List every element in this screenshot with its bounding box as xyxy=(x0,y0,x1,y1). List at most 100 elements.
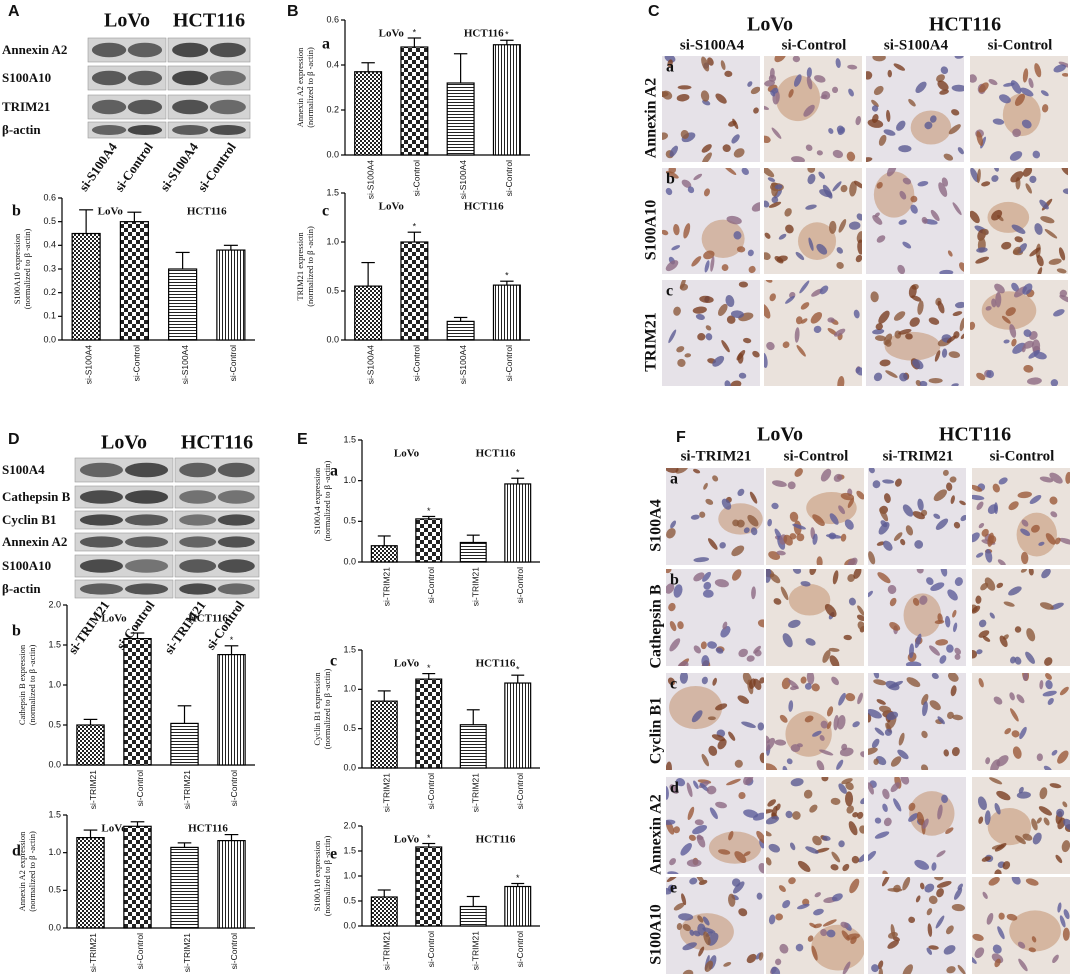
micrograph: b xyxy=(662,168,760,274)
cell xyxy=(812,730,822,737)
cell xyxy=(796,743,803,748)
bar xyxy=(71,232,101,341)
cell xyxy=(1057,817,1066,830)
cell xyxy=(960,514,966,522)
bar xyxy=(504,885,532,927)
cell xyxy=(697,915,704,923)
cell xyxy=(738,791,746,800)
cell xyxy=(872,480,881,489)
sub-letter: c xyxy=(330,653,337,670)
row-label: S100A10 xyxy=(648,904,665,964)
cell xyxy=(701,56,710,72)
bar xyxy=(123,825,152,929)
bar xyxy=(168,268,198,341)
cell xyxy=(937,300,945,314)
cell xyxy=(980,582,989,591)
cell xyxy=(826,706,834,717)
cell xyxy=(764,105,770,111)
cell xyxy=(835,58,841,69)
cell xyxy=(909,643,915,659)
micrograph-bg xyxy=(662,56,760,162)
cell xyxy=(988,535,997,544)
y-tick-label: 1.0 xyxy=(326,236,339,246)
bar xyxy=(217,653,246,766)
cell xyxy=(1014,236,1023,243)
cell xyxy=(929,115,937,123)
cell xyxy=(929,700,941,711)
bar xyxy=(217,840,246,929)
cell xyxy=(941,794,948,804)
cell xyxy=(915,895,921,903)
cell xyxy=(805,204,817,210)
blot-band xyxy=(127,70,163,86)
cell xyxy=(775,803,781,811)
cell xyxy=(795,943,804,952)
cell xyxy=(982,228,989,236)
cell xyxy=(924,883,935,893)
cell xyxy=(771,127,782,139)
large-cell xyxy=(1009,910,1061,952)
x-tick-label: si-Control xyxy=(135,770,145,806)
cell xyxy=(838,692,846,706)
micrograph-bg xyxy=(764,280,862,386)
cell xyxy=(893,884,901,893)
cell xyxy=(898,328,912,335)
cell xyxy=(975,552,984,558)
cell xyxy=(900,538,906,546)
cell xyxy=(703,250,715,260)
cell xyxy=(1008,501,1019,511)
cell xyxy=(795,251,805,261)
lane-label: si-Control xyxy=(203,598,248,653)
cell xyxy=(893,798,902,812)
y-axis-label: (normalized to β -actin) xyxy=(27,831,37,912)
cell xyxy=(693,645,702,654)
cell xyxy=(790,156,805,162)
cell xyxy=(756,830,764,844)
cell xyxy=(743,851,751,857)
cell xyxy=(1049,496,1058,505)
y-tick-label: 1.0 xyxy=(343,684,356,694)
cell xyxy=(668,329,677,344)
group-label: LoVo xyxy=(394,834,420,846)
cell xyxy=(857,239,862,255)
blot-band xyxy=(179,583,217,595)
cell xyxy=(743,809,759,818)
cell xyxy=(693,557,710,563)
group-label: HCT116 xyxy=(476,834,516,846)
large-cell xyxy=(884,331,941,361)
cell xyxy=(947,673,959,682)
cell xyxy=(693,572,705,582)
cell xyxy=(885,370,898,378)
cell xyxy=(765,280,773,283)
cell xyxy=(667,677,676,686)
cell xyxy=(882,788,890,800)
cell xyxy=(831,676,840,686)
cell xyxy=(738,908,748,917)
cells xyxy=(871,877,966,974)
cell xyxy=(741,721,756,729)
cell xyxy=(972,955,977,964)
group-label: LoVo xyxy=(379,28,405,40)
cell xyxy=(883,333,893,346)
cell xyxy=(851,855,860,864)
cell xyxy=(868,782,874,795)
cell xyxy=(994,283,1005,294)
cell xyxy=(766,763,778,770)
cell xyxy=(702,589,714,598)
significance-star: * xyxy=(413,27,417,37)
cell xyxy=(857,605,864,616)
cell xyxy=(834,328,846,337)
cell xyxy=(866,157,873,162)
bar xyxy=(354,285,383,341)
cell xyxy=(873,372,883,382)
cell xyxy=(694,819,704,826)
x-tick-label: si-TRIM21 xyxy=(382,931,392,970)
cell xyxy=(774,739,787,746)
cell xyxy=(912,359,924,370)
cell xyxy=(737,695,750,704)
cell xyxy=(1058,247,1066,261)
cell xyxy=(876,541,885,546)
cell xyxy=(1022,673,1029,682)
cell xyxy=(671,245,681,251)
x-tick-label: si-Control xyxy=(229,770,239,806)
